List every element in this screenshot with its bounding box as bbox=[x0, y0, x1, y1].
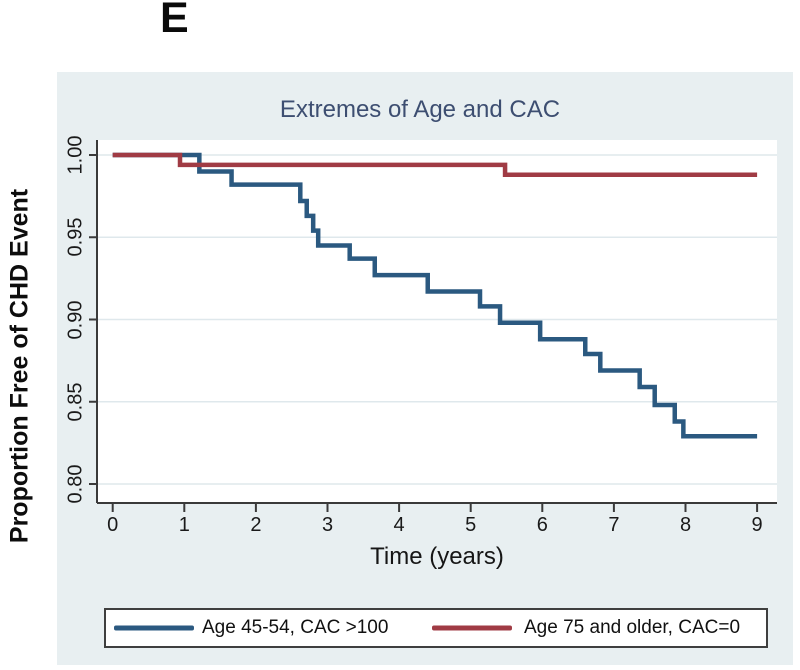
x-tick-label: 6 bbox=[536, 514, 548, 536]
legend-label-red: Age 75 and older, CAC=0 bbox=[524, 617, 741, 638]
legend: Age 45-54, CAC >100 Age 75 and older, CA… bbox=[104, 608, 768, 648]
series-line-red bbox=[112, 152, 758, 177]
x-tick-label: 1 bbox=[178, 514, 190, 536]
y-tick-label: 0.95 bbox=[64, 217, 87, 257]
legend-label-blue: Age 45-54, CAC >100 bbox=[202, 617, 389, 638]
x-tick-label: 0 bbox=[107, 514, 119, 536]
y-tick-label: 0.90 bbox=[64, 300, 87, 339]
y-tick-label: 1.00 bbox=[64, 135, 87, 175]
x-tick-label: 8 bbox=[679, 514, 692, 536]
y-tick-label: 0.80 bbox=[64, 464, 87, 504]
series-line-blue bbox=[112, 152, 758, 439]
plot-background bbox=[97, 140, 777, 503]
y-tick-label: 0.85 bbox=[64, 382, 87, 422]
legend-swatch-blue bbox=[114, 625, 194, 631]
x-tick-label: 7 bbox=[608, 514, 620, 536]
y-axis-title: Proportion Free of CHD Event bbox=[5, 188, 34, 544]
x-tick-label: 5 bbox=[465, 514, 477, 536]
chart-title: Extremes of Age and CAC bbox=[279, 96, 561, 123]
panel-letter: E bbox=[160, 0, 189, 42]
x-tick-label: 2 bbox=[250, 514, 262, 536]
x-axis-title: Time (years) bbox=[370, 543, 504, 570]
legend-swatch-red bbox=[432, 625, 512, 631]
x-tick-label: 9 bbox=[751, 514, 763, 536]
x-tick-label: 4 bbox=[393, 514, 405, 536]
x-tick-label: 3 bbox=[321, 514, 334, 536]
